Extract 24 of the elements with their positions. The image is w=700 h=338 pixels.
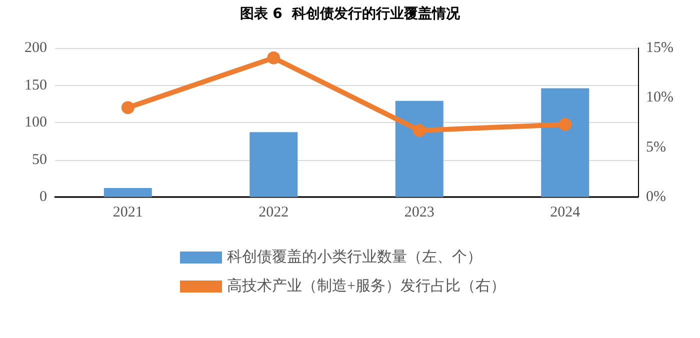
bar — [104, 188, 152, 197]
y2-tick-label: 5% — [646, 139, 666, 156]
bar — [250, 132, 298, 197]
point — [412, 124, 426, 137]
point — [121, 101, 134, 114]
chart-title: 图表 6 科创债发行的行业覆盖情况 — [240, 5, 462, 22]
point — [267, 51, 280, 64]
x-tick-label: 2021 — [112, 204, 143, 220]
y2-tick-label: 15% — [646, 40, 674, 56]
x-tick-label: 2023 — [404, 204, 434, 220]
bar — [395, 100, 444, 197]
y-tick-label: 50 — [32, 152, 47, 168]
point — [558, 118, 572, 131]
y2-tick-label: 0% — [646, 189, 666, 205]
y-tick-label: 100 — [24, 114, 47, 130]
y-tick-label: 200 — [24, 40, 47, 56]
legend-label: 科创债覆盖的小类行业数量（左、个） — [227, 248, 482, 266]
y2-tick-label: 10% — [646, 90, 674, 106]
x-tick-label: 2024 — [550, 204, 581, 220]
y-tick-label: 0 — [40, 189, 47, 205]
y-tick-label: 150 — [24, 77, 47, 94]
bar — [541, 88, 590, 197]
x-tick-label: 2022 — [258, 204, 289, 220]
legend-label: 高技术产业（制造+服务）发行占比（右） — [227, 278, 506, 294]
